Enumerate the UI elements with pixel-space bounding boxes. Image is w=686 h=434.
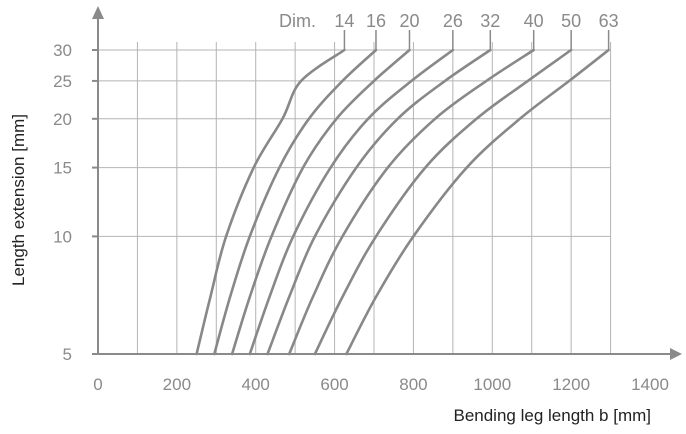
grid bbox=[98, 42, 612, 354]
x-tick-label: 400 bbox=[242, 375, 270, 394]
series-label-40: 40 bbox=[524, 11, 544, 31]
x-tick-label: 800 bbox=[399, 375, 427, 394]
series-line-26 bbox=[248, 48, 455, 356]
series-line-50 bbox=[313, 48, 573, 356]
x-tick-label: 1400 bbox=[631, 375, 669, 394]
y-tick-label: 10 bbox=[53, 227, 72, 246]
series-line-14 bbox=[195, 48, 346, 356]
x-tick-label: 200 bbox=[163, 375, 191, 394]
series-label-26: 26 bbox=[443, 11, 463, 31]
series-label-prefix: Dim. bbox=[279, 11, 316, 31]
series-label-63: 63 bbox=[599, 11, 619, 31]
series-label-50: 50 bbox=[561, 11, 581, 31]
x-tick-label: 0 bbox=[93, 375, 102, 394]
series-label-32: 32 bbox=[480, 11, 500, 31]
series-labels: Dim. 14 16 20 26 32 40 50 63 bbox=[279, 11, 619, 50]
series-label-20: 20 bbox=[399, 11, 419, 31]
series-line-40 bbox=[287, 48, 535, 356]
x-axis-label: Bending leg length b [mm] bbox=[453, 406, 651, 425]
x-axis-arrow bbox=[670, 348, 682, 360]
y-tick-label: 5 bbox=[63, 345, 72, 364]
curves bbox=[195, 48, 610, 356]
series-label-14: 14 bbox=[334, 11, 354, 31]
y-tick-label: 25 bbox=[53, 72, 72, 91]
series-line-63 bbox=[345, 48, 610, 356]
x-tick-label: 1000 bbox=[473, 375, 511, 394]
y-tick-label: 15 bbox=[53, 159, 72, 178]
series-label-16: 16 bbox=[366, 11, 386, 31]
y-tick-label: 30 bbox=[53, 41, 72, 60]
x-tick-label: 600 bbox=[320, 375, 348, 394]
series-line-16 bbox=[213, 48, 378, 356]
tick-labels: 5 10 15 20 25 30 0 200 400 600 800 1000 1200 1400 bbox=[53, 41, 669, 394]
x-tick-label: 1200 bbox=[552, 375, 590, 394]
axes bbox=[92, 6, 682, 360]
series-line-32 bbox=[266, 48, 492, 356]
series-line-20 bbox=[230, 48, 411, 356]
y-axis-arrow bbox=[92, 6, 104, 19]
y-axis-label: Length extension [mm] bbox=[9, 114, 28, 286]
y-tick-label: 20 bbox=[53, 110, 72, 129]
